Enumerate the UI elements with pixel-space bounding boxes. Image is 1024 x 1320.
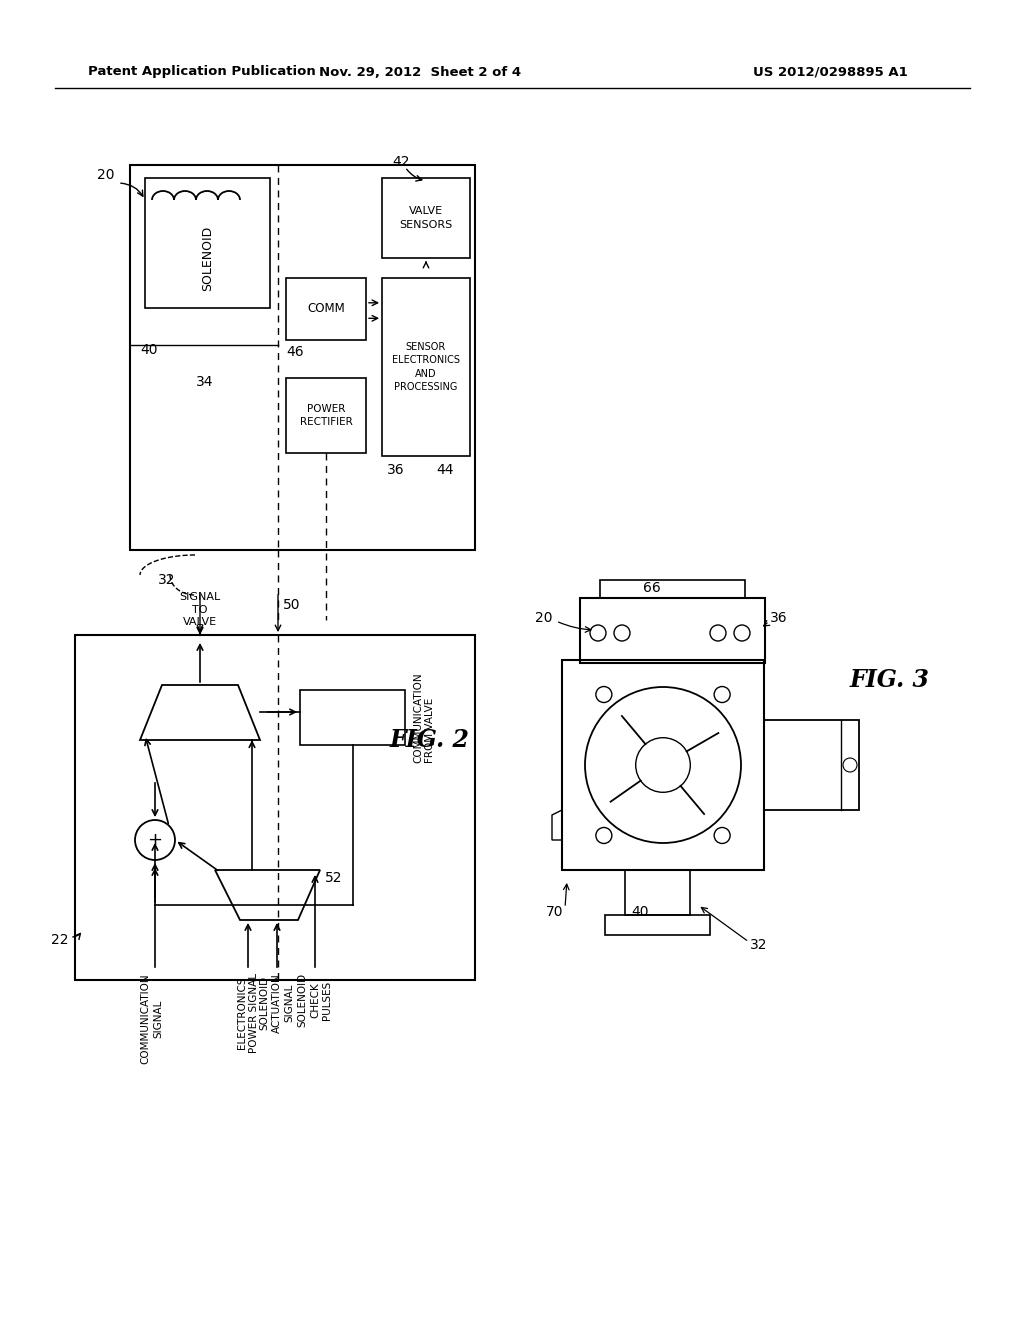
Bar xyxy=(600,579,745,598)
Text: 50: 50 xyxy=(283,598,300,612)
Bar xyxy=(382,178,470,257)
Text: SIGNAL
TO
VALVE: SIGNAL TO VALVE xyxy=(179,593,220,627)
Text: SENSOR
ELECTRONICS
AND
PROCESSING: SENSOR ELECTRONICS AND PROCESSING xyxy=(392,342,460,392)
Bar xyxy=(145,178,270,308)
Text: SOLENOID
CHECK
PULSES: SOLENOID CHECK PULSES xyxy=(298,973,333,1027)
Bar xyxy=(625,870,690,915)
Text: SOLENOID: SOLENOID xyxy=(201,226,214,290)
Bar xyxy=(75,635,475,979)
Bar xyxy=(300,690,406,744)
Text: +: + xyxy=(147,832,163,849)
Text: 20: 20 xyxy=(536,611,553,624)
Text: VALVE
SENSORS: VALVE SENSORS xyxy=(399,206,453,230)
Text: 40: 40 xyxy=(140,343,158,356)
Text: FIG. 2: FIG. 2 xyxy=(390,729,470,752)
Text: 32: 32 xyxy=(159,573,176,587)
Text: 52: 52 xyxy=(325,871,342,884)
Bar xyxy=(580,598,765,663)
Text: 32: 32 xyxy=(750,939,768,952)
Text: POWER
RECTIFIER: POWER RECTIFIER xyxy=(300,404,352,428)
Text: 22: 22 xyxy=(50,933,68,946)
Bar xyxy=(130,165,475,550)
Bar xyxy=(286,378,366,453)
Bar xyxy=(562,660,764,870)
Text: 20: 20 xyxy=(97,168,115,182)
Text: COMMUNICATION
FROM VALVE: COMMUNICATION FROM VALVE xyxy=(413,672,435,763)
Text: COMM: COMM xyxy=(307,302,345,315)
Bar xyxy=(382,279,470,455)
Text: 70: 70 xyxy=(546,906,563,919)
Text: 40: 40 xyxy=(631,906,649,919)
Text: SOLENOID
ACTUATION
SIGNAL: SOLENOID ACTUATION SIGNAL xyxy=(260,973,295,1032)
Text: 44: 44 xyxy=(436,463,454,477)
Text: COMMUNICATION
SIGNAL: COMMUNICATION SIGNAL xyxy=(141,973,163,1064)
Text: ELECTRONICS
POWER SIGNAL: ELECTRONICS POWER SIGNAL xyxy=(237,973,259,1053)
Bar xyxy=(764,719,859,810)
Text: 66: 66 xyxy=(643,581,660,595)
Text: Patent Application Publication: Patent Application Publication xyxy=(88,66,315,78)
Text: FIG. 3: FIG. 3 xyxy=(850,668,930,692)
Text: 34: 34 xyxy=(197,375,214,389)
Text: 42: 42 xyxy=(392,154,410,169)
Text: 46: 46 xyxy=(286,345,304,359)
Bar xyxy=(605,915,710,935)
Bar xyxy=(286,279,366,341)
Text: 36: 36 xyxy=(387,463,404,477)
Text: 36: 36 xyxy=(770,611,787,624)
Text: US 2012/0298895 A1: US 2012/0298895 A1 xyxy=(753,66,907,78)
Text: Nov. 29, 2012  Sheet 2 of 4: Nov. 29, 2012 Sheet 2 of 4 xyxy=(318,66,521,78)
